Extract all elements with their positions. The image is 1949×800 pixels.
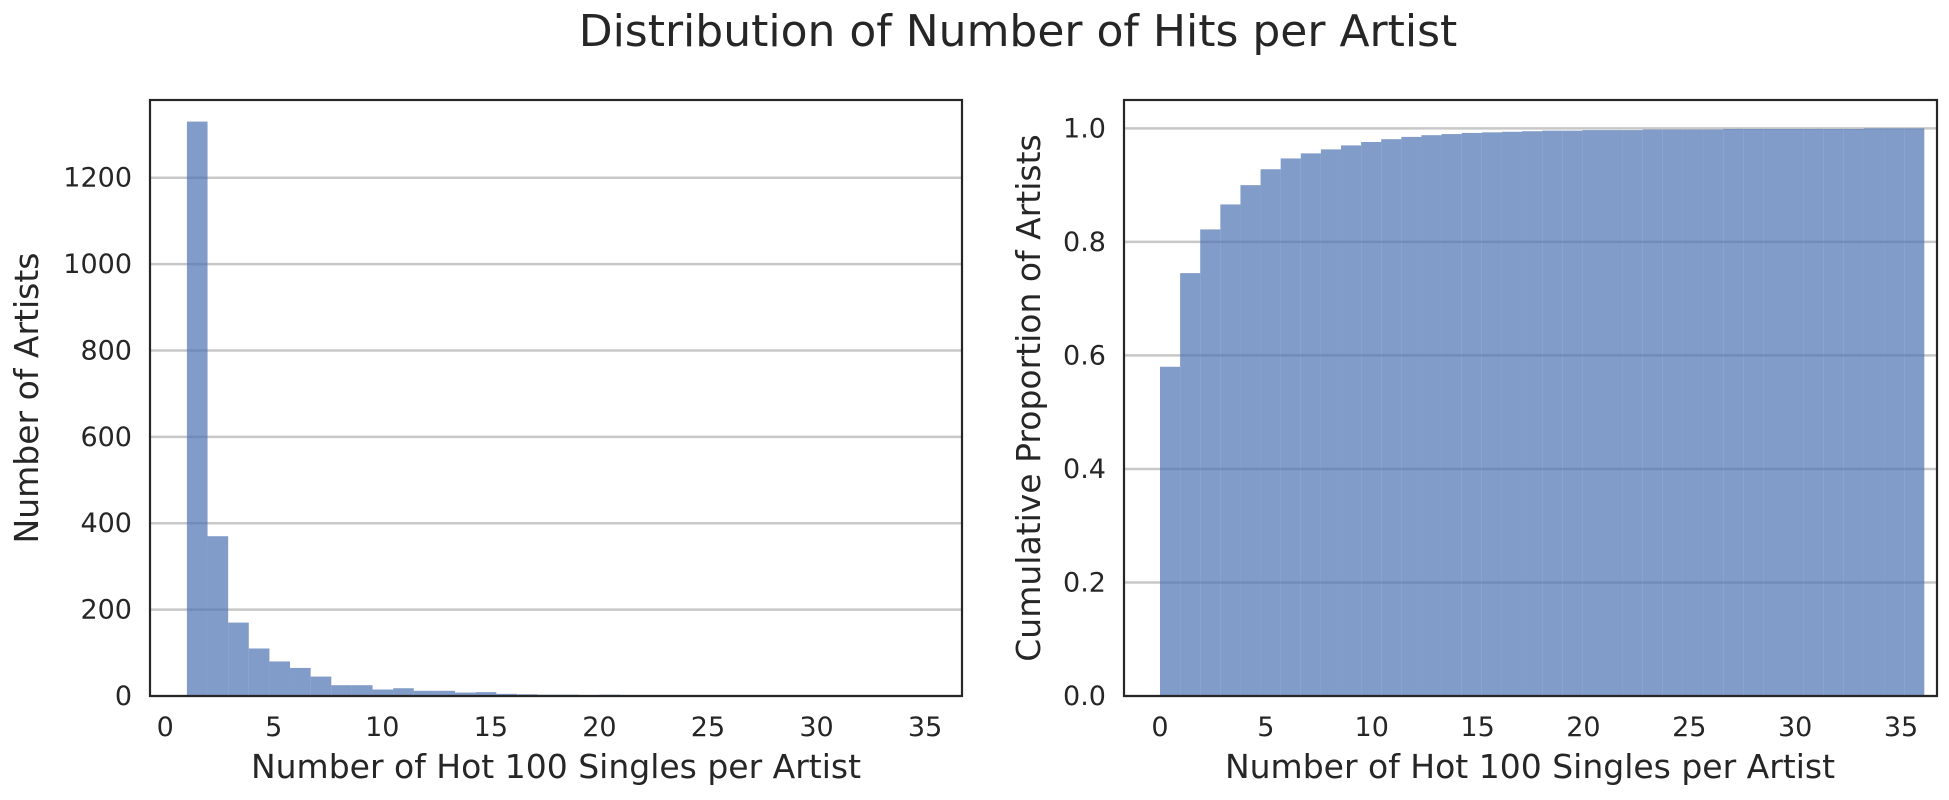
cumulative-bar	[1341, 145, 1362, 696]
cumulative-bar	[1220, 204, 1241, 697]
histogram-x-tick-label: 15	[474, 712, 508, 743]
histogram-bar	[331, 685, 352, 696]
histogram-bar	[351, 685, 373, 696]
histogram-y-tick-label: 800	[80, 335, 132, 366]
cumulative-bar	[1843, 128, 1864, 696]
cumulative-x-tick-label: 25	[1672, 712, 1706, 743]
histogram-bar	[186, 121, 208, 697]
histogram-bar	[248, 648, 270, 696]
cumulative-bar	[1361, 142, 1382, 697]
histogram-bar	[228, 622, 249, 696]
cumulative-y-tick-label: 0.6	[1063, 340, 1106, 371]
cumulative-bar	[1682, 129, 1704, 697]
cumulative-bar	[1904, 128, 1925, 696]
cumulative-bar	[1763, 128, 1784, 696]
cumulative-bar	[1441, 134, 1462, 697]
cumulative-bar	[1401, 136, 1422, 696]
cumulative-bar	[1159, 366, 1181, 696]
histogram-x-tick-label: 25	[691, 712, 725, 743]
cumulative-bar	[1320, 149, 1342, 696]
cumulative-y-axis-label: Cumulative Proportion of Artists	[1009, 134, 1048, 661]
histogram-bar	[455, 692, 476, 696]
histogram-x-tick-label: 0	[157, 712, 174, 743]
cumulative-x-tick-label: 30	[1778, 712, 1812, 743]
cumulative-x-tick-label: 10	[1355, 712, 1389, 743]
cumulative-y-tick-label: 0.2	[1063, 567, 1106, 598]
cumulative-bar	[1884, 128, 1905, 696]
cumulative-x-tick-label: 35	[1884, 712, 1918, 743]
cumulative-bar	[1501, 131, 1523, 696]
cumulative-x-axis-label: Number of Hot 100 Singles per Artist	[1225, 747, 1835, 786]
cumulative-bar	[1180, 273, 1201, 696]
cumulative-bar	[1783, 128, 1804, 696]
histogram-panel: 0 5 10 15 20 25 30 35 0 200 400 600 800 1000 1200 Num…	[7, 98, 964, 786]
cumulative-bar	[1381, 139, 1402, 696]
cumulative-y-ticks: 0.0 0.2 0.4 0.6 0.8 1.0	[1063, 113, 1106, 712]
histogram-bar	[372, 689, 394, 696]
cumulative-frame	[1122, 98, 1939, 698]
cumulative-bar	[1803, 128, 1824, 696]
histogram-y-tick-label: 400	[80, 508, 132, 539]
histogram-y-axis-label: Number of Artists	[7, 253, 46, 544]
cumulative-bar	[1703, 129, 1724, 697]
cumulative-bar	[1300, 153, 1321, 696]
histogram-x-tick-label: 20	[582, 712, 616, 743]
histogram-y-tick-label: 600	[80, 422, 132, 453]
histogram-y-tick-label: 1200	[63, 163, 132, 194]
cumulative-bar	[1280, 158, 1301, 696]
cumulative-bar	[1542, 130, 1563, 696]
cumulative-bar	[1522, 131, 1543, 696]
cumulative-bar	[1863, 128, 1885, 696]
cumulative-bar	[1582, 130, 1603, 697]
cumulative-x-tick-label: 0	[1151, 712, 1168, 743]
cumulative-bar	[1622, 130, 1643, 697]
histogram-bar	[310, 676, 332, 696]
cumulative-y-tick-label: 1.0	[1063, 113, 1106, 144]
histogram-x-axis-label: Number of Hot 100 Singles per Artist	[251, 747, 861, 786]
cumulative-bar	[1723, 128, 1744, 696]
cumulative-bar	[1200, 229, 1221, 696]
cumulative-bar	[1562, 130, 1583, 696]
histogram-bar	[207, 536, 229, 696]
histogram-x-tick-label: 10	[365, 712, 399, 743]
cumulative-bar	[1461, 132, 1482, 697]
histogram-y-tick-label: 1000	[63, 249, 132, 280]
histogram-bar	[393, 688, 414, 696]
cumulative-bars	[1159, 128, 1925, 697]
cumulative-bar	[1642, 129, 1663, 697]
histogram-x-tick-label: 30	[799, 712, 833, 743]
histogram-x-tick-label: 35	[908, 712, 942, 743]
cumulative-bar	[1823, 128, 1844, 696]
cumulative-x-ticks: 0 5 10 15 20 25 30 35	[1151, 712, 1918, 743]
cumulative-bar	[1743, 128, 1764, 696]
histogram-bar	[269, 661, 291, 696]
cumulative-bar	[1602, 130, 1623, 697]
cumulative-bar	[1421, 135, 1442, 696]
histogram-y-tick-label: 200	[80, 595, 132, 626]
cumulative-bar	[1481, 132, 1502, 697]
histogram-x-ticks: 0 5 10 15 20 25 30 35	[157, 712, 943, 743]
cumulative-x-tick-label: 20	[1566, 712, 1600, 743]
figure-title: Distribution of Number of Hits per Artis…	[579, 6, 1458, 57]
cumulative-x-tick-label: 5	[1257, 712, 1274, 743]
cumulative-bar	[1240, 185, 1261, 696]
histogram-bar	[434, 690, 456, 696]
cumulative-bar	[1662, 129, 1683, 697]
histogram-y-ticks: 0 200 400 600 800 1000 1200	[63, 163, 132, 712]
cumulative-y-tick-label: 0.0	[1063, 681, 1106, 712]
histogram-bars	[186, 121, 951, 697]
cumulative-panel: 0 5 10 15 20 25 30 35 0.0 0.2 0.4 0.6 0.8 1.0 Number…	[1009, 98, 1939, 786]
histogram-x-tick-label: 5	[265, 712, 282, 743]
cumulative-y-tick-label: 0.4	[1063, 454, 1106, 485]
histogram-y-tick-label: 0	[115, 681, 132, 712]
histogram-frame	[148, 98, 964, 698]
cumulative-bar	[1260, 169, 1281, 697]
histogram-bar	[290, 667, 311, 696]
cumulative-x-tick-label: 15	[1460, 712, 1494, 743]
histogram-bar	[475, 692, 497, 696]
histogram-bar	[413, 690, 435, 696]
cumulative-y-tick-label: 0.8	[1063, 227, 1106, 258]
